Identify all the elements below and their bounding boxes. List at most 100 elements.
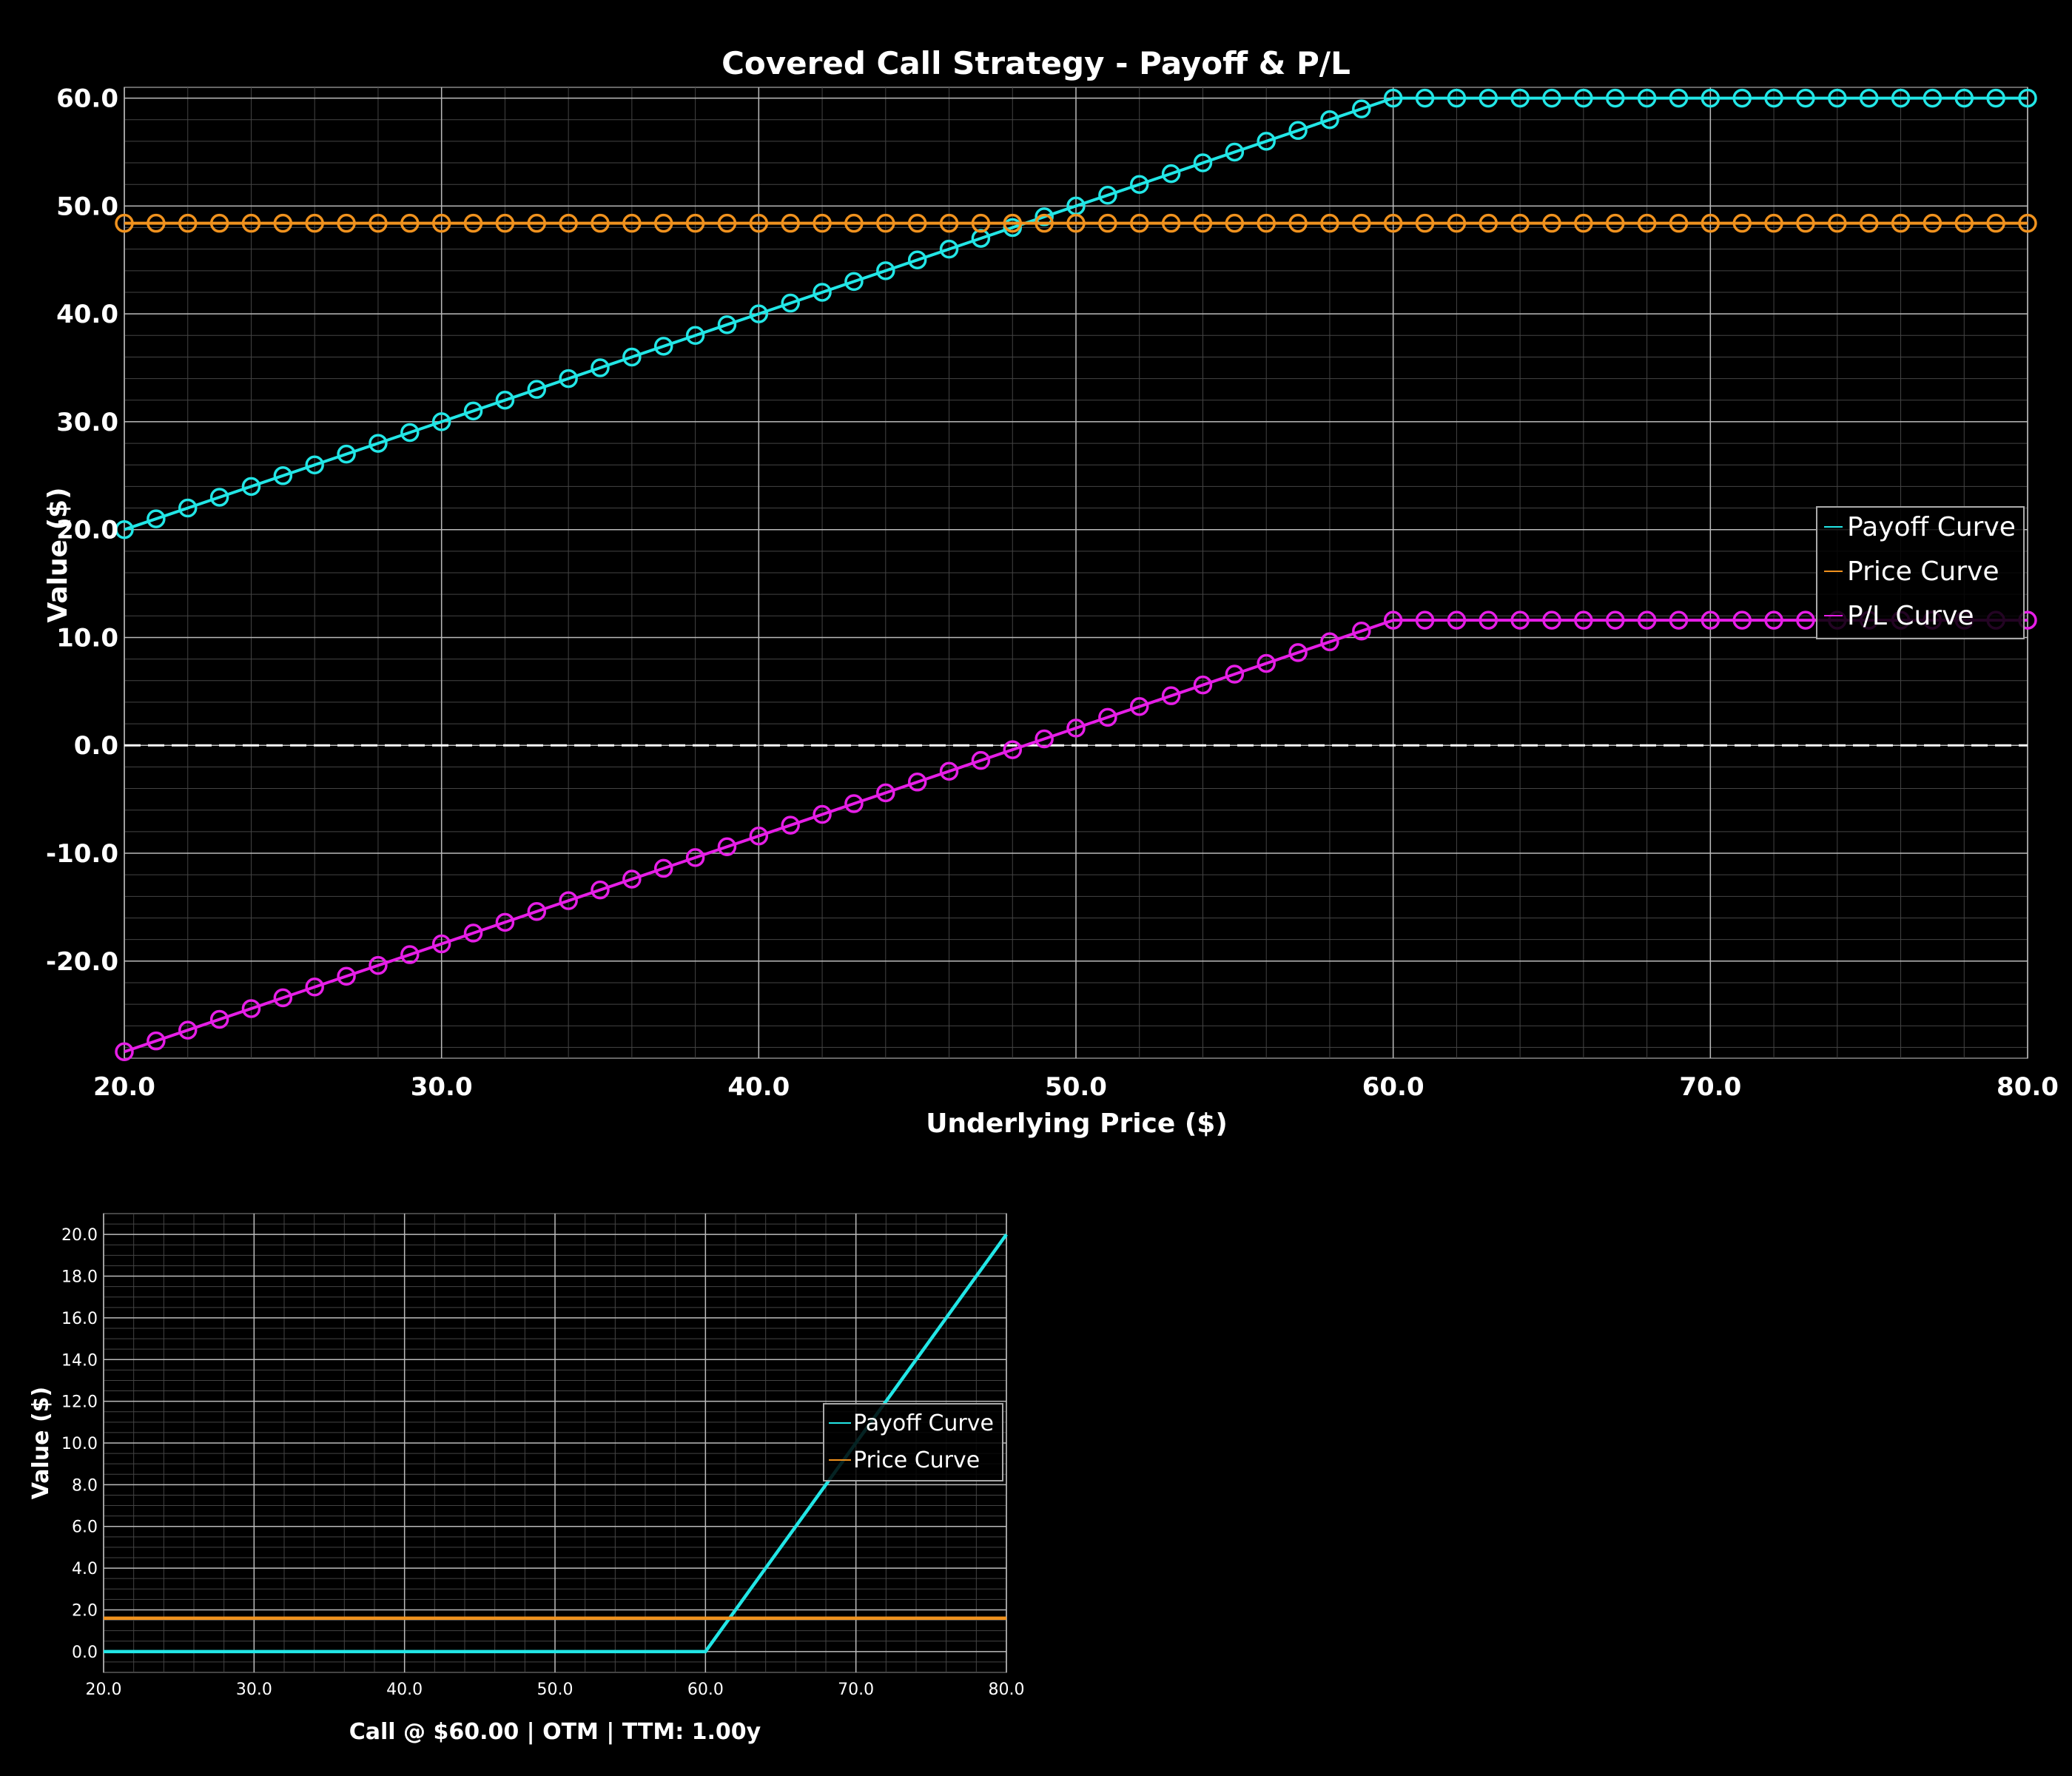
- x-tick-label: 60.0: [1362, 1072, 1424, 1102]
- series-point-1: [559, 213, 578, 233]
- series-point-2: [400, 945, 420, 964]
- series-point-2: [1510, 610, 1530, 630]
- series-point-0: [653, 337, 673, 356]
- main-chart: 20.0 30.0 40.0 50.0 60.0 70.0 80.0 60.0 50.0 40.0…: [43, 45, 2059, 1139]
- series-point-2: [1225, 665, 1245, 684]
- series-point-2: [1288, 643, 1308, 662]
- x-tick-label: 20.0: [93, 1072, 155, 1102]
- series-point-2: [1352, 621, 1371, 641]
- series-point-2: [622, 870, 642, 889]
- series-point-2: [559, 891, 578, 910]
- series-point-0: [1257, 132, 1276, 151]
- y-tick-label: 18.0: [61, 1268, 98, 1287]
- series-point-2: [717, 837, 737, 857]
- series-point-2: [1605, 610, 1625, 630]
- series-point-2: [971, 750, 991, 770]
- option-chart-grid: [103, 1213, 1007, 1673]
- series-point-2: [1035, 729, 1054, 749]
- series-point-1: [1066, 213, 1086, 233]
- series-point-1: [1383, 213, 1403, 233]
- y-tick-label: 0.0: [72, 1644, 98, 1662]
- series-point-1: [1352, 213, 1371, 233]
- series-point-0: [559, 369, 578, 388]
- option-chart-series: [104, 1233, 1008, 1654]
- series-point-0: [1479, 88, 1498, 108]
- series-point-1: [813, 213, 832, 233]
- series-point-0: [591, 358, 610, 377]
- series-point-1: [717, 213, 737, 233]
- series-point-2: [876, 783, 895, 803]
- main-chart-ticks: 20.0 30.0 40.0 50.0 60.0 70.0 80.0 60.0 50.0 40.0…: [46, 84, 2059, 1102]
- series-point-1: [939, 213, 959, 233]
- y-tick-label: 20.0: [56, 516, 118, 545]
- series-point-1: [1701, 213, 1720, 233]
- option-chart-ticks: 20.0 30.0 40.0 50.0 60.0 70.0 80.0 20.0 18.0 16.0…: [61, 1226, 1024, 1699]
- x-tick-label: 50.0: [537, 1681, 574, 1699]
- series-point-0: [273, 466, 293, 485]
- series-point-0: [1574, 88, 1593, 108]
- series-point-1: [178, 213, 198, 233]
- series-point-1: [241, 213, 261, 233]
- series-point-2: [1447, 610, 1467, 630]
- y-tick-label: -10.0: [46, 839, 118, 869]
- series-point-2: [844, 794, 864, 813]
- series-point-2: [1320, 632, 1339, 652]
- series-point-1: [400, 213, 420, 233]
- series-point-0: [1288, 121, 1308, 141]
- series-point-1: [1161, 213, 1181, 233]
- series-point-0: [1383, 88, 1403, 108]
- series-point-1: [1669, 213, 1689, 233]
- option-chart-xlabel: Call @ $60.00 | OTM | TTM: 1.00y: [349, 1719, 761, 1745]
- series-point-0: [463, 401, 483, 421]
- series-point-0: [178, 498, 198, 518]
- series-point-0: [495, 391, 515, 410]
- series-point-2: [431, 934, 451, 954]
- series-point-1: [1479, 213, 1498, 233]
- series-point-1: [1574, 213, 1593, 233]
- x-tick-label: 30.0: [411, 1072, 473, 1102]
- series-point-0: [685, 326, 705, 346]
- y-tick-label: 20.0: [61, 1226, 98, 1245]
- x-tick-label: 20.0: [86, 1681, 122, 1699]
- series-point-1: [305, 213, 324, 233]
- y-tick-label: 50.0: [56, 192, 118, 221]
- y-tick-label: 6.0: [72, 1518, 98, 1537]
- y-tick-label: 16.0: [61, 1310, 98, 1328]
- series-point-1: [622, 213, 642, 233]
- series-point-2: [527, 901, 547, 921]
- series-point-1: [1193, 213, 1213, 233]
- series-point-0: [1637, 88, 1657, 108]
- series-point-2: [1193, 675, 1213, 695]
- series-point-1: [115, 213, 134, 233]
- series-point-0: [1732, 88, 1752, 108]
- series-point-1: [1225, 213, 1245, 233]
- series-point-1: [527, 213, 547, 233]
- series-point-0: [1796, 88, 1815, 108]
- series-point-2: [1796, 610, 1815, 630]
- option-chart-ylabel: Value ($): [28, 1387, 54, 1500]
- series-point-0: [400, 423, 420, 443]
- option-chart-legend: Payoff Curve Price Curve: [823, 1403, 1003, 1481]
- main-chart-legend: Payoff Curve Price Curve P/L Curve: [1816, 506, 2025, 639]
- series-point-1: [1605, 213, 1625, 233]
- series-point-0: [305, 455, 324, 474]
- series-point-2: [1383, 610, 1403, 630]
- series-point-0: [115, 519, 134, 539]
- x-tick-label: 60.0: [687, 1681, 724, 1699]
- series-point-2: [495, 912, 515, 932]
- series-point-0: [1605, 88, 1625, 108]
- series-point-0: [337, 444, 356, 464]
- y-tick-label: 30.0: [56, 408, 118, 437]
- series-point-2: [1479, 610, 1498, 630]
- series-point-1: [1288, 213, 1308, 233]
- series-point-1: [1510, 213, 1530, 233]
- series-point-0: [844, 272, 864, 292]
- y-tick-label: 8.0: [72, 1476, 98, 1495]
- series-point-0: [1954, 88, 1974, 108]
- main-chart-title: Covered Call Strategy - Payoff & P/L: [722, 45, 1350, 81]
- series-point-2: [1637, 610, 1657, 630]
- series-point-0: [1415, 88, 1435, 108]
- series-point-1: [1923, 213, 1942, 233]
- x-tick-label: 80.0: [989, 1681, 1025, 1699]
- series-point-2: [463, 924, 483, 943]
